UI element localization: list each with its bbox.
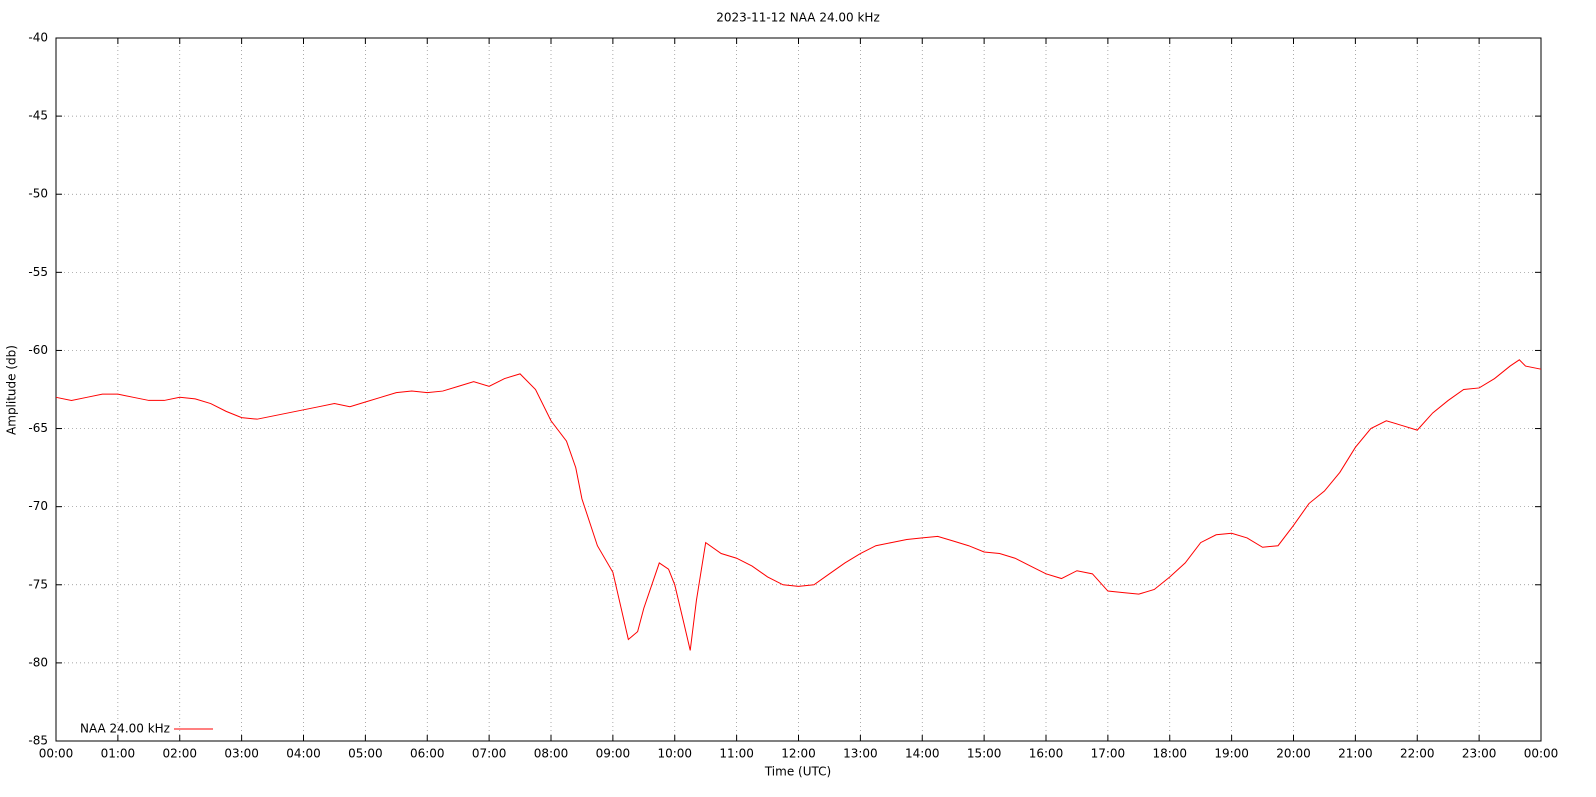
x-tick-label: 07:00: [472, 747, 507, 761]
x-tick-label: 15:00: [967, 747, 1002, 761]
x-tick-label: 04:00: [286, 747, 321, 761]
y-tick-label: -80: [28, 655, 48, 669]
x-tick-label: 13:00: [843, 747, 878, 761]
y-tick-label: -60: [28, 343, 48, 357]
y-tick-label: -65: [28, 421, 48, 435]
x-tick-label: 19:00: [1214, 747, 1249, 761]
x-tick-label: 01:00: [101, 747, 136, 761]
x-tick-label: 03:00: [224, 747, 259, 761]
y-tick-label: -50: [28, 187, 48, 201]
x-tick-label: 08:00: [534, 747, 569, 761]
x-tick-label: 10:00: [657, 747, 692, 761]
x-tick-label: 00:00: [1524, 747, 1559, 761]
x-tick-label: 05:00: [348, 747, 383, 761]
x-tick-label: 06:00: [410, 747, 445, 761]
y-tick-label: -85: [28, 734, 48, 748]
x-tick-label: 22:00: [1400, 747, 1435, 761]
data-line: [55, 359, 1542, 651]
x-tick-label: 00:00: [39, 747, 74, 761]
plot-frame: [55, 37, 1542, 742]
x-tick-label: 23:00: [1462, 747, 1497, 761]
x-tick-label: 17:00: [1091, 747, 1126, 761]
x-tick-label: 11:00: [719, 747, 754, 761]
x-tick-label: 21:00: [1338, 747, 1373, 761]
y-tick-label: -55: [28, 265, 48, 279]
x-tick-label: 12:00: [781, 747, 816, 761]
y-tick-label: -75: [28, 577, 48, 591]
legend-label: NAA 24.00 kHz: [80, 722, 170, 736]
y-tick-label: -40: [28, 31, 48, 45]
x-tick-label: 02:00: [162, 747, 197, 761]
x-tick-label: 20:00: [1276, 747, 1311, 761]
y-tick-label: -45: [28, 109, 48, 123]
x-tick-label: 09:00: [596, 747, 631, 761]
y-tick-label: -70: [28, 499, 48, 513]
x-tick-label: 14:00: [905, 747, 940, 761]
x-tick-label: 18:00: [1152, 747, 1187, 761]
y-axis-label: Amplitude (db): [5, 345, 19, 435]
x-axis-label: Time (UTC): [764, 765, 831, 779]
x-tick-label: 16:00: [1029, 747, 1064, 761]
chart-title: 2023-11-12 NAA 24.00 kHz: [716, 11, 880, 25]
